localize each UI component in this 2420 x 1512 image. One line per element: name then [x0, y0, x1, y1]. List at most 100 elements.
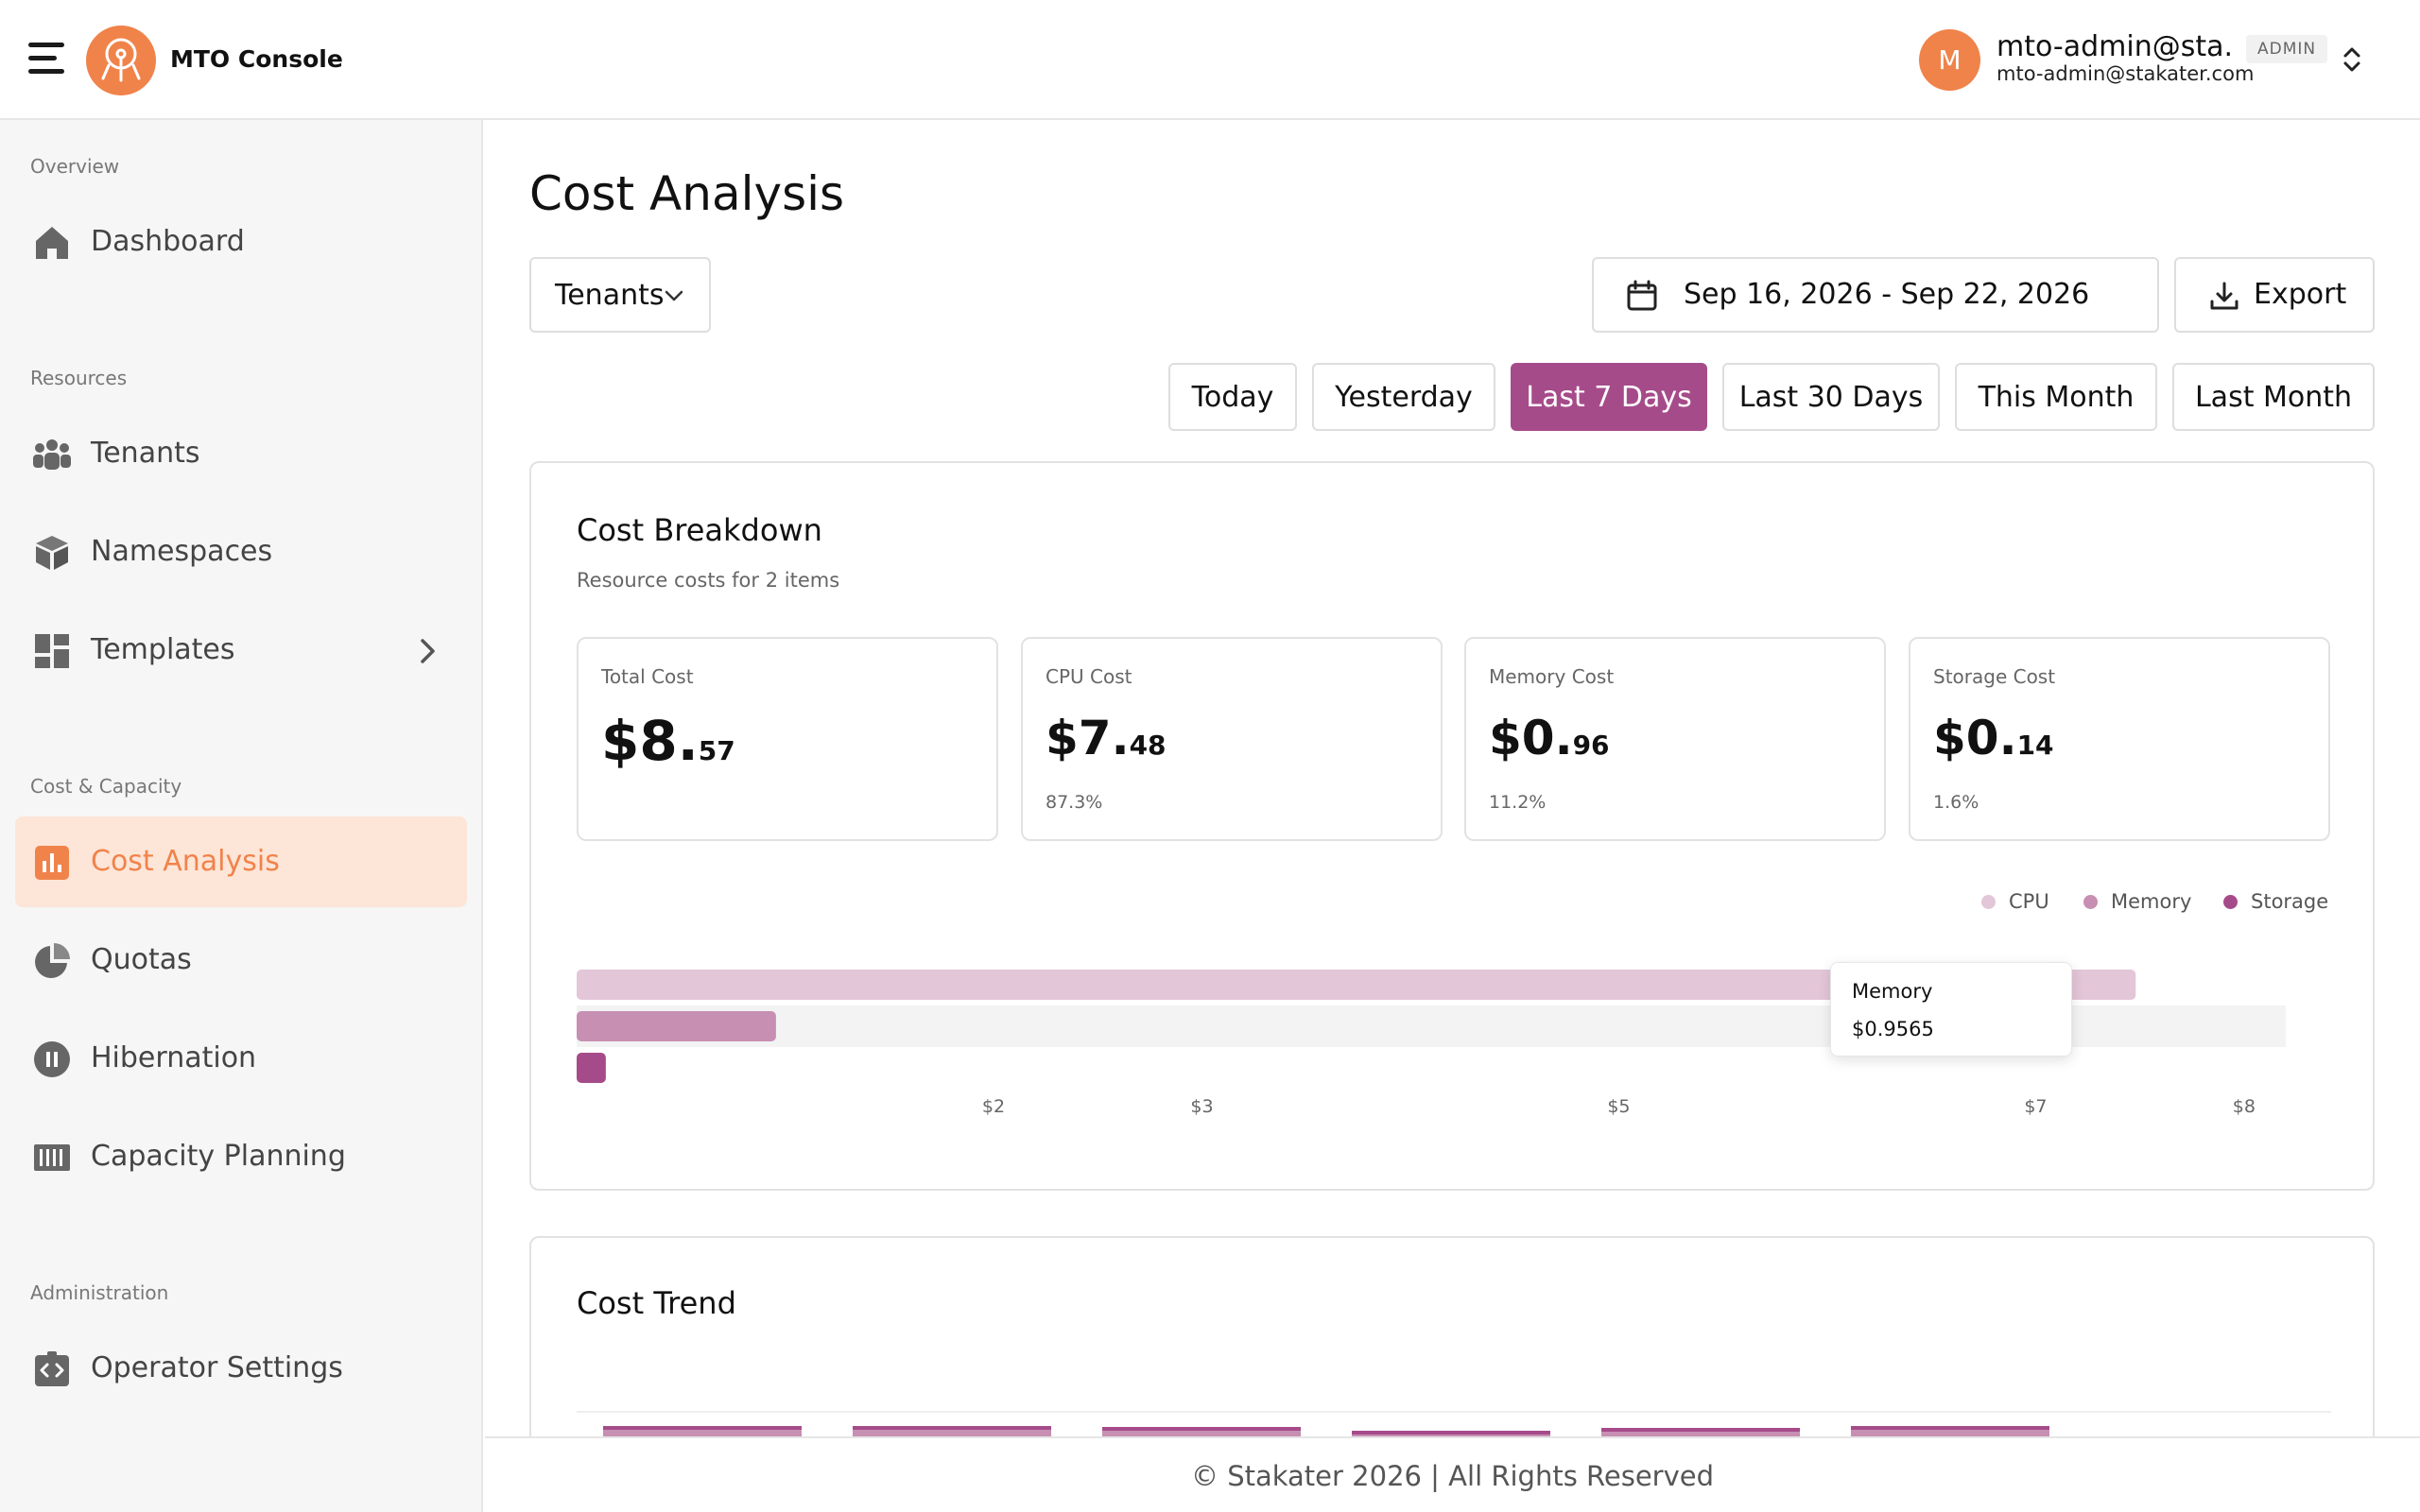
bar-cpu: [577, 970, 2136, 1000]
pause-icon: [34, 1041, 70, 1077]
bar-storage: [577, 1053, 606, 1083]
date-range-text: Sep 16, 2026 - Sep 22, 2026: [1684, 278, 2090, 311]
menu-icon[interactable]: [28, 43, 64, 75]
metric-percent: 11.2%: [1489, 792, 1547, 813]
sidebar-item-hibernation[interactable]: Hibernation: [15, 1013, 467, 1104]
metric-percent: 1.6%: [1933, 792, 1979, 813]
sidebar-item-dashboard[interactable]: Dashboard: [15, 197, 467, 287]
metric-value: $7.48: [1046, 711, 1167, 765]
tenants-dropdown-label: Tenants: [555, 278, 665, 312]
range-label: This Month: [1978, 380, 2135, 414]
sidebar-item-label: Namespaces: [91, 535, 273, 568]
sidebar-item-quotas[interactable]: Quotas: [15, 915, 467, 1005]
sidebar-item-label: Quotas: [91, 943, 192, 976]
range-last-30-days-button[interactable]: Last 30 Days: [1722, 363, 1940, 431]
x-tick-label: $5: [1607, 1096, 1630, 1117]
tooltip-series: Memory: [1852, 980, 1933, 1003]
section-label-overview: Overview: [30, 155, 120, 178]
user-name: mto-admin@sta...: [1996, 30, 2233, 63]
sidebar-item-label: Capacity Planning: [91, 1140, 346, 1173]
cost-breakdown-card: Cost Breakdown Resource costs for 2 item…: [529, 461, 2375, 1191]
trend-bar: [1102, 1427, 1301, 1431]
range-today-button[interactable]: Today: [1168, 363, 1297, 431]
tenants-dropdown[interactable]: Tenants: [529, 257, 711, 333]
app-title: MTO Console: [170, 45, 343, 73]
logo-icon: [86, 26, 156, 95]
dashboard-grid-icon: [35, 634, 69, 668]
x-tick-label: $7: [2024, 1096, 2047, 1117]
cost-trend-chart: [577, 1411, 2331, 1439]
pie-chart-icon: [35, 943, 70, 978]
metric-label: Storage Cost: [1933, 665, 2056, 688]
sidebar-item-cost-analysis[interactable]: Cost Analysis: [15, 816, 467, 907]
date-range-picker[interactable]: Sep 16, 2026 - Sep 22, 2026: [1592, 257, 2159, 333]
card-title: Cost Trend: [577, 1285, 736, 1321]
user-email: mto-admin@stakater.com: [1996, 62, 2255, 85]
users-icon: [33, 439, 71, 470]
top-bar: MTO Console M mto-admin@sta... ADMIN mto…: [0, 0, 2420, 120]
tooltip-value: $0.9565: [1852, 1018, 1934, 1040]
export-button[interactable]: Export: [2174, 257, 2375, 333]
trend-bar: [1352, 1431, 1550, 1435]
chevron-right-icon: [421, 639, 435, 663]
section-label-cost-capacity: Cost & Capacity: [30, 775, 182, 798]
calendar-icon: [1627, 280, 1657, 311]
code-settings-icon: [35, 1351, 69, 1386]
sidebar-item-label: Templates: [91, 633, 235, 666]
legend-item-memory: Memory: [2083, 890, 2191, 913]
range-this-month-button[interactable]: This Month: [1955, 363, 2157, 431]
metric-value: $0.96: [1489, 711, 1610, 765]
chart-tooltip: Memory $0.9565: [1830, 962, 2072, 1057]
sidebar-item-templates[interactable]: Templates: [15, 605, 467, 696]
barcode-icon: [34, 1144, 70, 1171]
range-label: Today: [1191, 380, 1274, 414]
section-label-administration: Administration: [30, 1281, 169, 1304]
chevron-down-icon: [665, 290, 683, 301]
legend-item-cpu: CPU: [1981, 890, 2049, 913]
page-title: Cost Analysis: [529, 166, 845, 221]
metric-value: $0.14: [1933, 711, 2054, 765]
metric-memory-cost: Memory Cost $0.96 11.2%: [1464, 637, 1886, 841]
metric-label: Memory Cost: [1489, 665, 1615, 688]
sidebar-item-label: Cost Analysis: [91, 845, 280, 878]
range-yesterday-button[interactable]: Yesterday: [1312, 363, 1495, 431]
range-label: Last Month: [2194, 380, 2353, 414]
download-icon: [2210, 282, 2238, 310]
avatar[interactable]: M: [1919, 29, 1980, 91]
cube-icon: [36, 536, 68, 570]
trend-bar: [1601, 1428, 1800, 1432]
home-icon: [36, 227, 68, 259]
chevron-up-down-icon[interactable]: [2339, 43, 2365, 76]
range-label: Last 7 Days: [1526, 380, 1692, 414]
metric-total-cost: Total Cost $8.57: [577, 637, 998, 841]
trend-bar: [853, 1426, 1051, 1430]
range-label: Yesterday: [1335, 380, 1473, 414]
range-last-7-days-button[interactable]: Last 7 Days: [1511, 363, 1707, 431]
sidebar-item-operator-settings[interactable]: Operator Settings: [15, 1323, 467, 1414]
sidebar-item-capacity-planning[interactable]: Capacity Planning: [15, 1111, 467, 1202]
sidebar-item-label: Dashboard: [91, 225, 245, 258]
bar-memory: [577, 1011, 776, 1041]
footer: © Stakater 2026 | All Rights Reserved: [485, 1436, 2420, 1512]
trend-bar: [603, 1426, 802, 1430]
sidebar-item-label: Hibernation: [91, 1041, 257, 1074]
trend-bar: [1352, 1431, 1550, 1439]
card-subtitle: Resource costs for 2 items: [577, 569, 840, 592]
x-tick-label: $2: [982, 1096, 1005, 1117]
sidebar: Overview Dashboard Resources Tenants Nam…: [0, 120, 483, 1512]
cost-breakdown-chart: $2 $3 $5 $7 $8: [577, 970, 2286, 1117]
role-badge: ADMIN: [2246, 35, 2328, 63]
sidebar-item-label: Tenants: [91, 437, 200, 470]
metric-percent: 87.3%: [1046, 792, 1103, 813]
sidebar-item-namespaces[interactable]: Namespaces: [15, 507, 467, 597]
metric-value: $8.57: [601, 709, 735, 773]
sidebar-item-tenants[interactable]: Tenants: [15, 408, 467, 499]
metric-label: Total Cost: [601, 665, 694, 688]
range-last-month-button[interactable]: Last Month: [2172, 363, 2375, 431]
range-label: Last 30 Days: [1738, 380, 1924, 414]
x-tick-label: $3: [1190, 1096, 1213, 1117]
export-label: Export: [2254, 278, 2347, 311]
card-title: Cost Breakdown: [577, 512, 822, 548]
metric-storage-cost: Storage Cost $0.14 1.6%: [1909, 637, 2330, 841]
section-label-resources: Resources: [30, 367, 128, 389]
